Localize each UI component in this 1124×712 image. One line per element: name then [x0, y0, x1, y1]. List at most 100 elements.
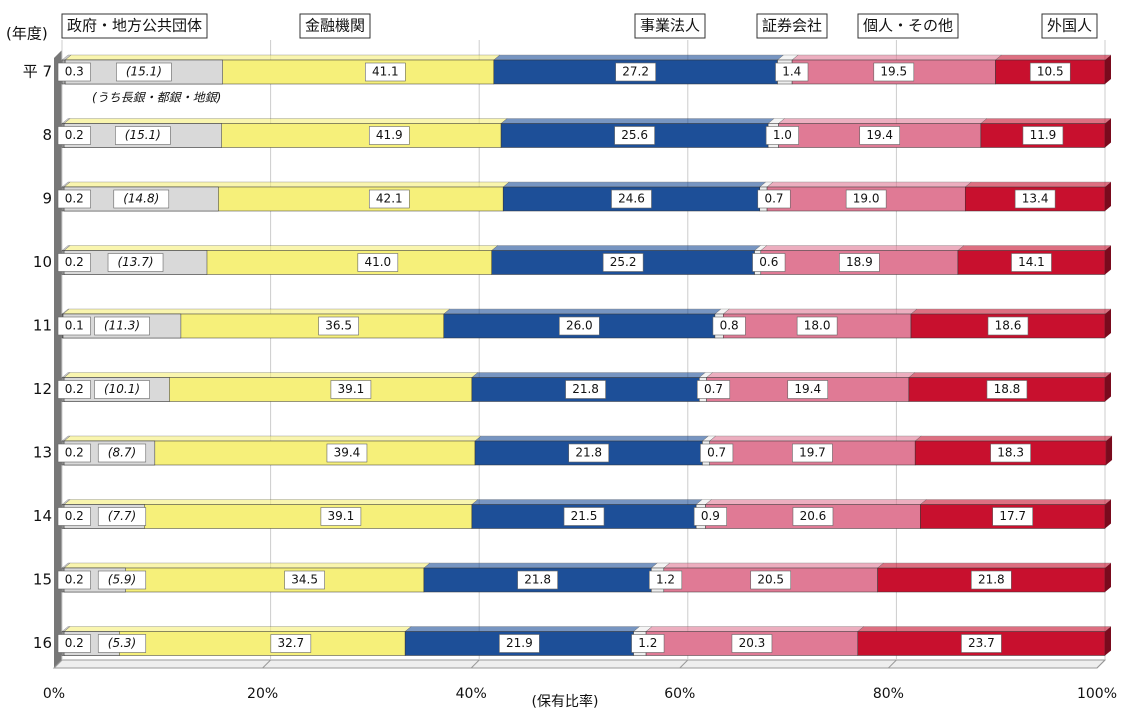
tick-mark [262, 659, 271, 669]
x-tick-label: 80% [873, 686, 904, 702]
value-label: 0.2 [65, 636, 84, 650]
value-label: 25.6 [621, 128, 648, 142]
value-label: 14.1 [1018, 255, 1045, 269]
bar-top [62, 308, 451, 315]
legend-label: 外国人 [1047, 17, 1092, 35]
legend-label: 証券会社 [762, 17, 822, 35]
bar-end [1105, 499, 1111, 529]
value-label: 0.7 [764, 192, 783, 206]
value-label-box [499, 634, 540, 653]
legend-box [61, 13, 208, 39]
tick-mark [888, 659, 897, 669]
value-label: 0.2 [65, 382, 84, 396]
value-label-box [326, 443, 368, 463]
y-tick-label: 8 [42, 126, 52, 144]
value-label-box [796, 316, 838, 336]
value-label: 19.7 [799, 446, 826, 460]
tick-mark [1096, 659, 1106, 669]
value-label: (14.8) [123, 192, 159, 206]
bar-top [500, 118, 775, 124]
value-label: 21.8 [978, 573, 1005, 587]
value-label: 42.1 [376, 192, 403, 206]
value-label-box [57, 570, 91, 590]
value-label: 21.8 [524, 573, 551, 587]
bar-end [1105, 372, 1111, 402]
y-tick-label: 平 7 [23, 63, 52, 81]
x-tick-label: 100% [1077, 686, 1117, 702]
bar-top [63, 435, 482, 442]
legend-box [756, 13, 828, 39]
y-tick-label: 12 [33, 380, 52, 398]
value-label: (8.7) [108, 446, 136, 460]
value-label-box [57, 634, 91, 653]
value-label: 41.9 [376, 128, 403, 142]
value-label-box [992, 507, 1033, 526]
bar-end [1105, 182, 1111, 211]
value-label-box [1029, 62, 1071, 82]
bar-top [877, 562, 1112, 569]
value-label: 41.0 [364, 255, 391, 269]
value-label: 0.2 [65, 192, 84, 206]
value-label: 32.7 [277, 636, 304, 650]
value-label: 0.7 [707, 446, 726, 460]
value-label: 0.1 [65, 319, 84, 333]
value-label: 0.9 [701, 509, 720, 523]
value-label: 25.2 [610, 255, 637, 269]
value-label-box [318, 316, 359, 336]
value-label-box [615, 62, 656, 82]
legend-box [1041, 13, 1098, 39]
axis-floor [52, 659, 1107, 669]
value-label: 11.9 [1030, 128, 1057, 142]
value-label-box [614, 126, 655, 145]
value-label-box [792, 507, 834, 526]
value-label-box [330, 380, 372, 399]
value-label-box [750, 570, 792, 590]
bar-top [914, 435, 1113, 442]
value-label-box [1022, 126, 1064, 145]
value-label-box [365, 62, 406, 82]
value-label-box [775, 62, 809, 82]
value-label: 39.4 [334, 446, 361, 460]
y-tick-label: 11 [33, 317, 52, 335]
bar-top [957, 245, 1112, 251]
value-label-box [712, 316, 746, 336]
x-tick-label: 40% [456, 686, 487, 702]
y-tick-label: 13 [33, 444, 52, 462]
value-label: 21.8 [572, 382, 599, 396]
bar-top [423, 562, 658, 569]
value-label-box [97, 634, 147, 653]
value-label-box [57, 316, 91, 336]
y-axis-label: (年度) [6, 25, 48, 43]
value-label: 20.5 [757, 573, 784, 587]
value-label-box [611, 189, 652, 209]
bar-end [1105, 118, 1111, 148]
value-label-box [320, 507, 362, 526]
value-label-box [57, 189, 91, 209]
bar-top [760, 245, 965, 251]
value-label-box [648, 570, 683, 590]
value-label-box [568, 443, 610, 463]
value-label-box [113, 189, 170, 209]
value-label: (5.3) [108, 636, 136, 650]
value-label-box [765, 126, 799, 145]
value-label-box [270, 634, 312, 653]
bar-top [63, 626, 412, 632]
value-label-box [602, 253, 644, 272]
x-tick-label: 20% [247, 686, 278, 702]
bar-end [1106, 436, 1113, 465]
value-label: 21.9 [506, 636, 533, 650]
value-label: 0.2 [65, 128, 84, 142]
bar-top [706, 372, 916, 378]
value-label: 0.2 [65, 573, 84, 587]
value-label-box [731, 634, 773, 653]
y-tick-label: 15 [33, 571, 52, 589]
value-label-box [693, 507, 727, 526]
y-tick-label: 16 [33, 634, 52, 652]
y-tick-label: 10 [33, 253, 52, 271]
value-label: 10.5 [1037, 65, 1064, 79]
bar-top [64, 54, 501, 61]
bar-top [766, 181, 972, 188]
value-label-box [116, 62, 172, 82]
bar-top [791, 54, 1003, 61]
bar-top [663, 562, 885, 569]
